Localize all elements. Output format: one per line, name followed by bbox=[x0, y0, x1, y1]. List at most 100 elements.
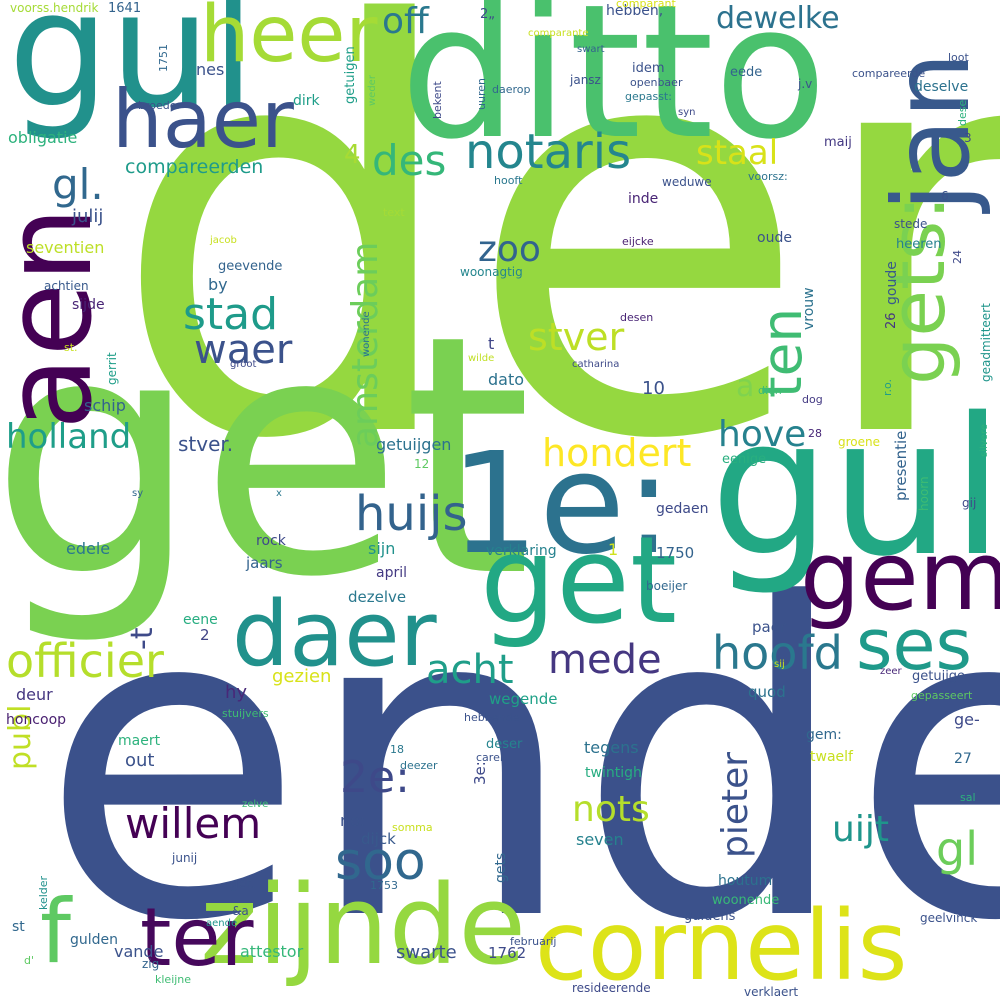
word: gepasseert bbox=[911, 689, 973, 702]
word: getuijge bbox=[912, 669, 966, 684]
word: stver bbox=[528, 315, 625, 359]
word: idem bbox=[632, 61, 665, 76]
word: seventien bbox=[26, 238, 105, 257]
word: staal bbox=[696, 133, 779, 173]
word: 26 bbox=[884, 312, 899, 329]
word: 24 bbox=[951, 250, 964, 264]
word: honcoop bbox=[6, 712, 67, 728]
word: comparant bbox=[616, 0, 676, 10]
word: verklaert bbox=[744, 985, 799, 999]
word: hoofd bbox=[712, 626, 843, 680]
word: hove bbox=[718, 414, 807, 455]
word: julij bbox=[72, 206, 104, 227]
word: verklaring bbox=[486, 543, 557, 559]
word: hebbende bbox=[464, 711, 520, 724]
word: aende bbox=[206, 918, 238, 929]
word: resideerende bbox=[572, 981, 651, 995]
word: get. bbox=[230, 877, 256, 892]
word: notaris bbox=[465, 124, 632, 180]
word: swarte bbox=[396, 942, 457, 963]
word: ditto bbox=[400, 0, 828, 180]
word: 10 bbox=[642, 378, 665, 399]
word: gem: bbox=[806, 727, 842, 743]
word: mede bbox=[548, 637, 662, 683]
word: officier bbox=[6, 634, 164, 688]
word: ses bbox=[856, 604, 973, 686]
word: 1 bbox=[608, 540, 619, 559]
word: april bbox=[376, 565, 408, 581]
word: ende bbox=[40, 515, 1000, 1000]
word: kelder bbox=[37, 875, 50, 910]
word: hoorn bbox=[917, 476, 931, 511]
word: sy bbox=[132, 488, 144, 499]
word: compareerde bbox=[852, 67, 926, 80]
word: nots bbox=[572, 789, 650, 830]
word: voorss.hendrik bbox=[10, 1, 99, 15]
word: edele bbox=[66, 539, 111, 558]
word: j.v bbox=[798, 77, 813, 91]
word: dien bbox=[758, 384, 782, 397]
word: jansz bbox=[570, 73, 601, 87]
word: 6 bbox=[941, 189, 949, 203]
word: ge- bbox=[954, 710, 980, 729]
word: attestor bbox=[240, 942, 304, 961]
word: a bbox=[736, 369, 755, 404]
word: stad bbox=[183, 289, 279, 340]
word: out bbox=[125, 750, 155, 771]
word: geelvinck bbox=[920, 911, 978, 925]
word: holland bbox=[6, 417, 132, 457]
word: comparante bbox=[528, 28, 589, 39]
word: desen bbox=[620, 311, 654, 324]
word: cornelis bbox=[535, 890, 908, 1000]
word: swart bbox=[577, 44, 605, 55]
word: 1641 bbox=[108, 1, 142, 16]
word: jaars bbox=[246, 554, 283, 572]
word: twaelf bbox=[810, 749, 853, 765]
word: -t bbox=[125, 627, 160, 650]
word: gul bbox=[710, 377, 1000, 598]
word: groene bbox=[838, 435, 880, 449]
word: openbaer bbox=[630, 76, 683, 89]
word: f bbox=[40, 880, 71, 983]
word: dese bbox=[956, 99, 969, 126]
word: dewelke bbox=[716, 1, 840, 36]
word: vande bbox=[114, 942, 164, 961]
word: get bbox=[0, 265, 532, 649]
word: vrouw bbox=[801, 287, 817, 330]
word: gulden bbox=[70, 932, 119, 948]
word: eede bbox=[730, 65, 763, 80]
word: houtum bbox=[718, 873, 773, 889]
word: huijs bbox=[355, 486, 468, 542]
word: twintigh bbox=[585, 765, 642, 781]
word: guldens bbox=[684, 909, 736, 924]
word: geadmitteert bbox=[979, 303, 993, 382]
word: voorsz: bbox=[748, 170, 788, 183]
word: catharina bbox=[572, 359, 620, 370]
word: groot bbox=[230, 359, 257, 370]
word: goude bbox=[884, 261, 900, 305]
word: willem bbox=[125, 799, 262, 848]
word: sijn bbox=[368, 539, 396, 558]
word: daer bbox=[232, 582, 437, 687]
word: oude bbox=[757, 230, 792, 246]
word: 1762 bbox=[488, 944, 527, 962]
word: 2„ bbox=[480, 7, 496, 22]
word: obligatie bbox=[8, 128, 78, 147]
word: deur bbox=[16, 685, 53, 704]
word: sijde bbox=[72, 297, 105, 313]
word: sij bbox=[774, 659, 785, 670]
word: 12 bbox=[414, 457, 430, 471]
word: paer bbox=[752, 618, 787, 636]
word: zoo bbox=[478, 229, 541, 270]
word: 2 bbox=[200, 626, 210, 644]
word: rock bbox=[256, 533, 286, 549]
word: gerrit bbox=[105, 352, 119, 385]
word: achtien bbox=[44, 279, 89, 293]
word: hooft bbox=[494, 174, 523, 187]
word: gepasst: bbox=[625, 90, 672, 103]
word: woonagtig bbox=[460, 265, 523, 279]
word: gezien bbox=[272, 666, 332, 687]
word: 18 bbox=[390, 743, 404, 756]
word: wonende bbox=[361, 311, 372, 357]
word: stuijvers bbox=[222, 707, 269, 720]
